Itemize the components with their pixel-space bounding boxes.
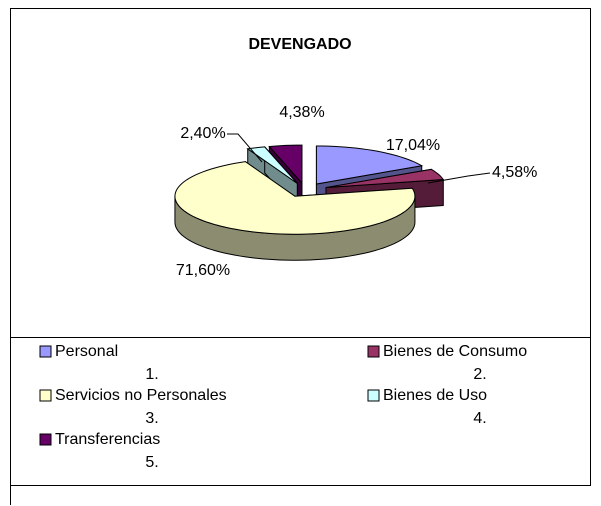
chart-border [10,8,591,505]
legend-swatch [367,345,380,358]
data-label: 4,38% [279,104,324,121]
legend-label: Servicios no Personales [55,387,227,404]
legend-code: 5. [145,454,158,471]
legend-label: Personal [55,343,118,360]
data-label: 4,58% [492,164,537,181]
slice [315,145,424,185]
data-label: 17,04% [386,137,440,154]
legend-swatch [39,433,52,446]
data-label: 71,60% [176,262,230,279]
slice [174,161,416,235]
legend-code: 3. [145,410,158,427]
legend-swatch [39,389,52,402]
legend-label: Bienes de Consumo [383,343,527,360]
legend-code: 4. [473,410,486,427]
slice [325,168,445,189]
chart-title: DEVENGADO [248,36,351,53]
legend-swatch [367,389,380,402]
legend-label: Bienes de Uso [383,387,487,404]
legend-code: 2. [473,366,486,383]
data-label: 2,40% [180,125,225,142]
legend-swatch [39,345,52,358]
frame [10,8,591,505]
slice [246,146,298,184]
leader-line [427,172,491,184]
slice [268,144,303,185]
legend-code: 1. [145,366,158,383]
legend-label: Transferencias [55,431,160,448]
leader-line [227,133,263,163]
legend-box [10,337,591,486]
